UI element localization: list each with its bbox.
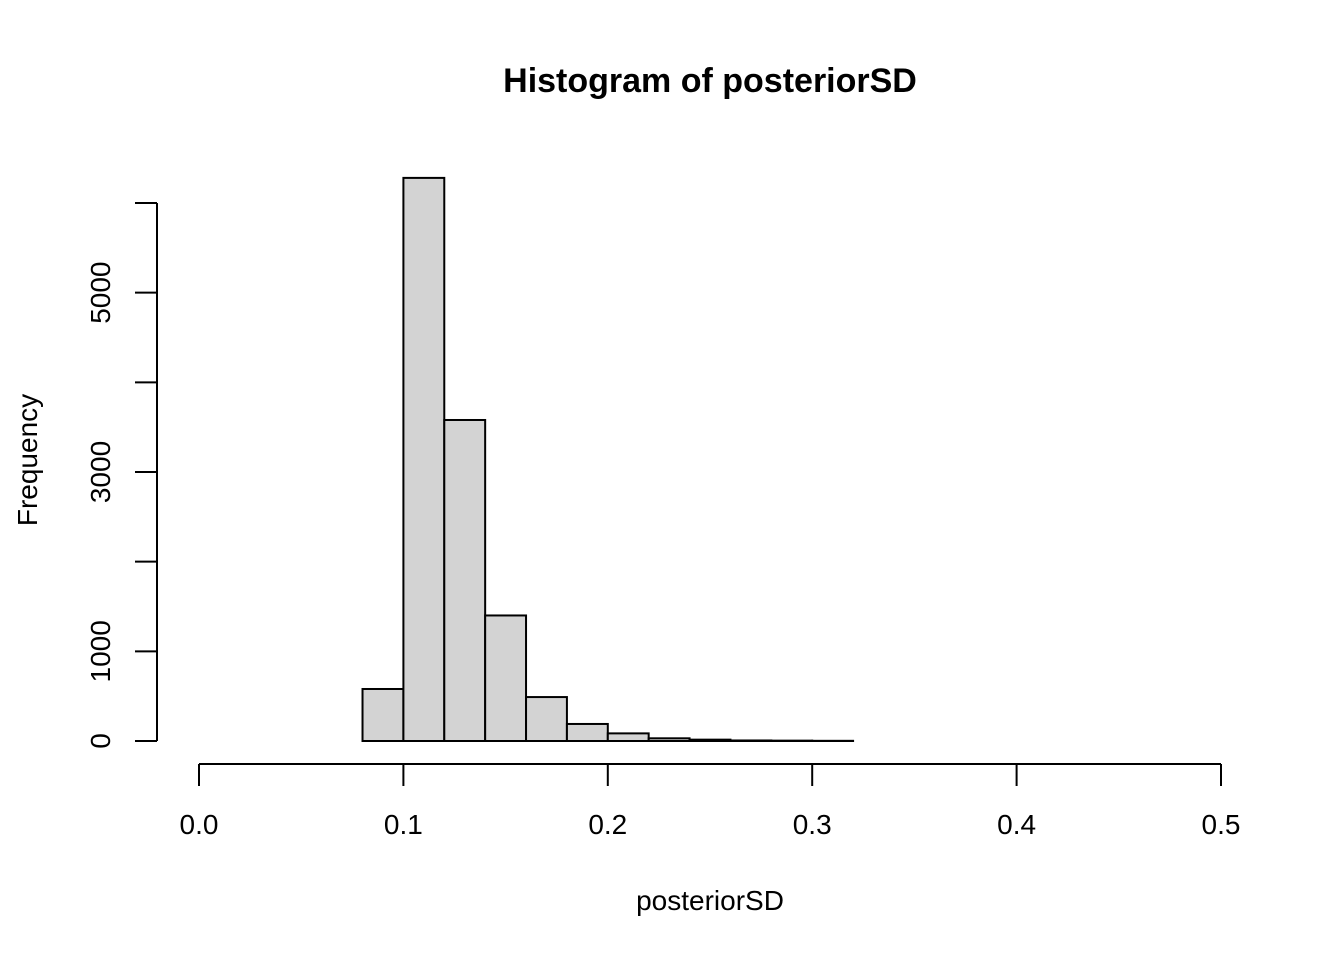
x-axis: 0.0 0.1 0.2 0.3 0.4 0.5	[180, 763, 1241, 840]
x-tick-label: 0.1	[384, 809, 423, 840]
y-tick-label: 1000	[85, 620, 116, 682]
x-tick-label: 0.3	[793, 809, 832, 840]
x-tick-label: 0.2	[588, 809, 627, 840]
bars-group	[361, 176, 855, 743]
y-tick-label: 0	[85, 733, 116, 749]
x-axis-label: posteriorSD	[636, 885, 784, 916]
histogram-bar	[565, 722, 609, 742]
x-tick-label: 0.0	[180, 809, 219, 840]
histogram-bar	[525, 696, 568, 743]
histogram-bar	[606, 732, 650, 743]
y-axis-label: Frequency	[12, 394, 43, 526]
x-tick-label: 0.5	[1202, 809, 1241, 840]
x-tick-label: 0.4	[997, 809, 1036, 840]
histogram-bar	[688, 738, 732, 743]
y-axis: 0 1000 3000 5000	[85, 202, 158, 749]
chart-title: Histogram of posteriorSD	[503, 62, 917, 100]
histogram-bar	[484, 614, 528, 743]
y-tick-label: 5000	[85, 262, 116, 324]
histogram-bar	[647, 737, 691, 742]
histogram-bar	[729, 739, 773, 742]
y-tick-label: 3000	[85, 441, 116, 503]
histogram-bar	[361, 687, 405, 743]
histogram-bar	[402, 176, 446, 743]
histogram-bar	[443, 418, 487, 742]
